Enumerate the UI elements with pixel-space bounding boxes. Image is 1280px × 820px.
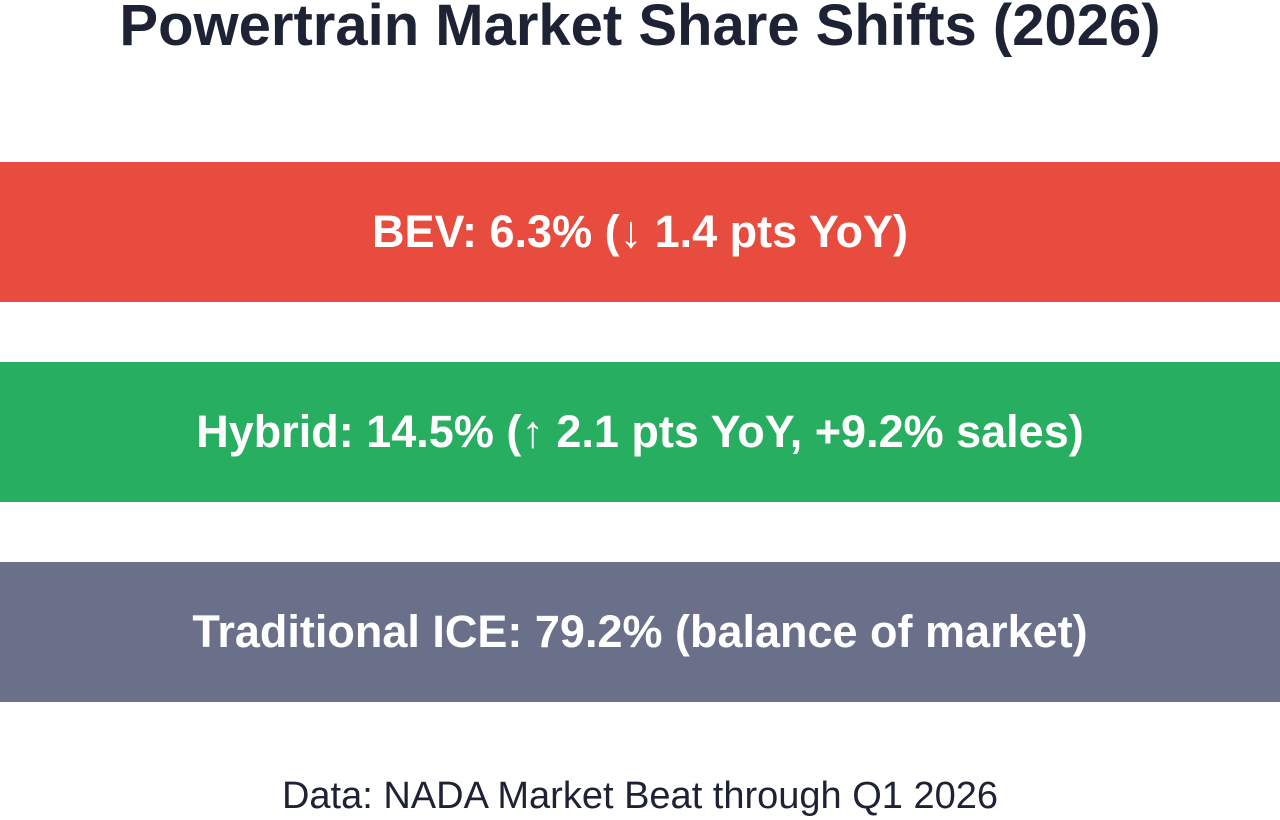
hybrid-share-band: Hybrid: 14.5% (↑ 2.1 pts YoY, +9.2% sale… (0, 362, 1280, 502)
hybrid-share-label: Hybrid: 14.5% (↑ 2.1 pts YoY, +9.2% sale… (196, 406, 1084, 457)
bev-share-label: BEV: 6.3% (↓ 1.4 pts YoY) (371, 206, 908, 257)
ice-share-label: Traditional ICE: 79.2% (balance of marke… (192, 606, 1088, 657)
page-title: Powertrain Market Share Shifts (2026) (119, 0, 1161, 58)
source-footnote: Data: NADA Market Beat through Q1 2026 (281, 775, 999, 817)
bev-share-band: BEV: 6.3% (↓ 1.4 pts YoY) (0, 162, 1280, 302)
ice-share-band: Traditional ICE: 79.2% (balance of marke… (0, 562, 1280, 702)
